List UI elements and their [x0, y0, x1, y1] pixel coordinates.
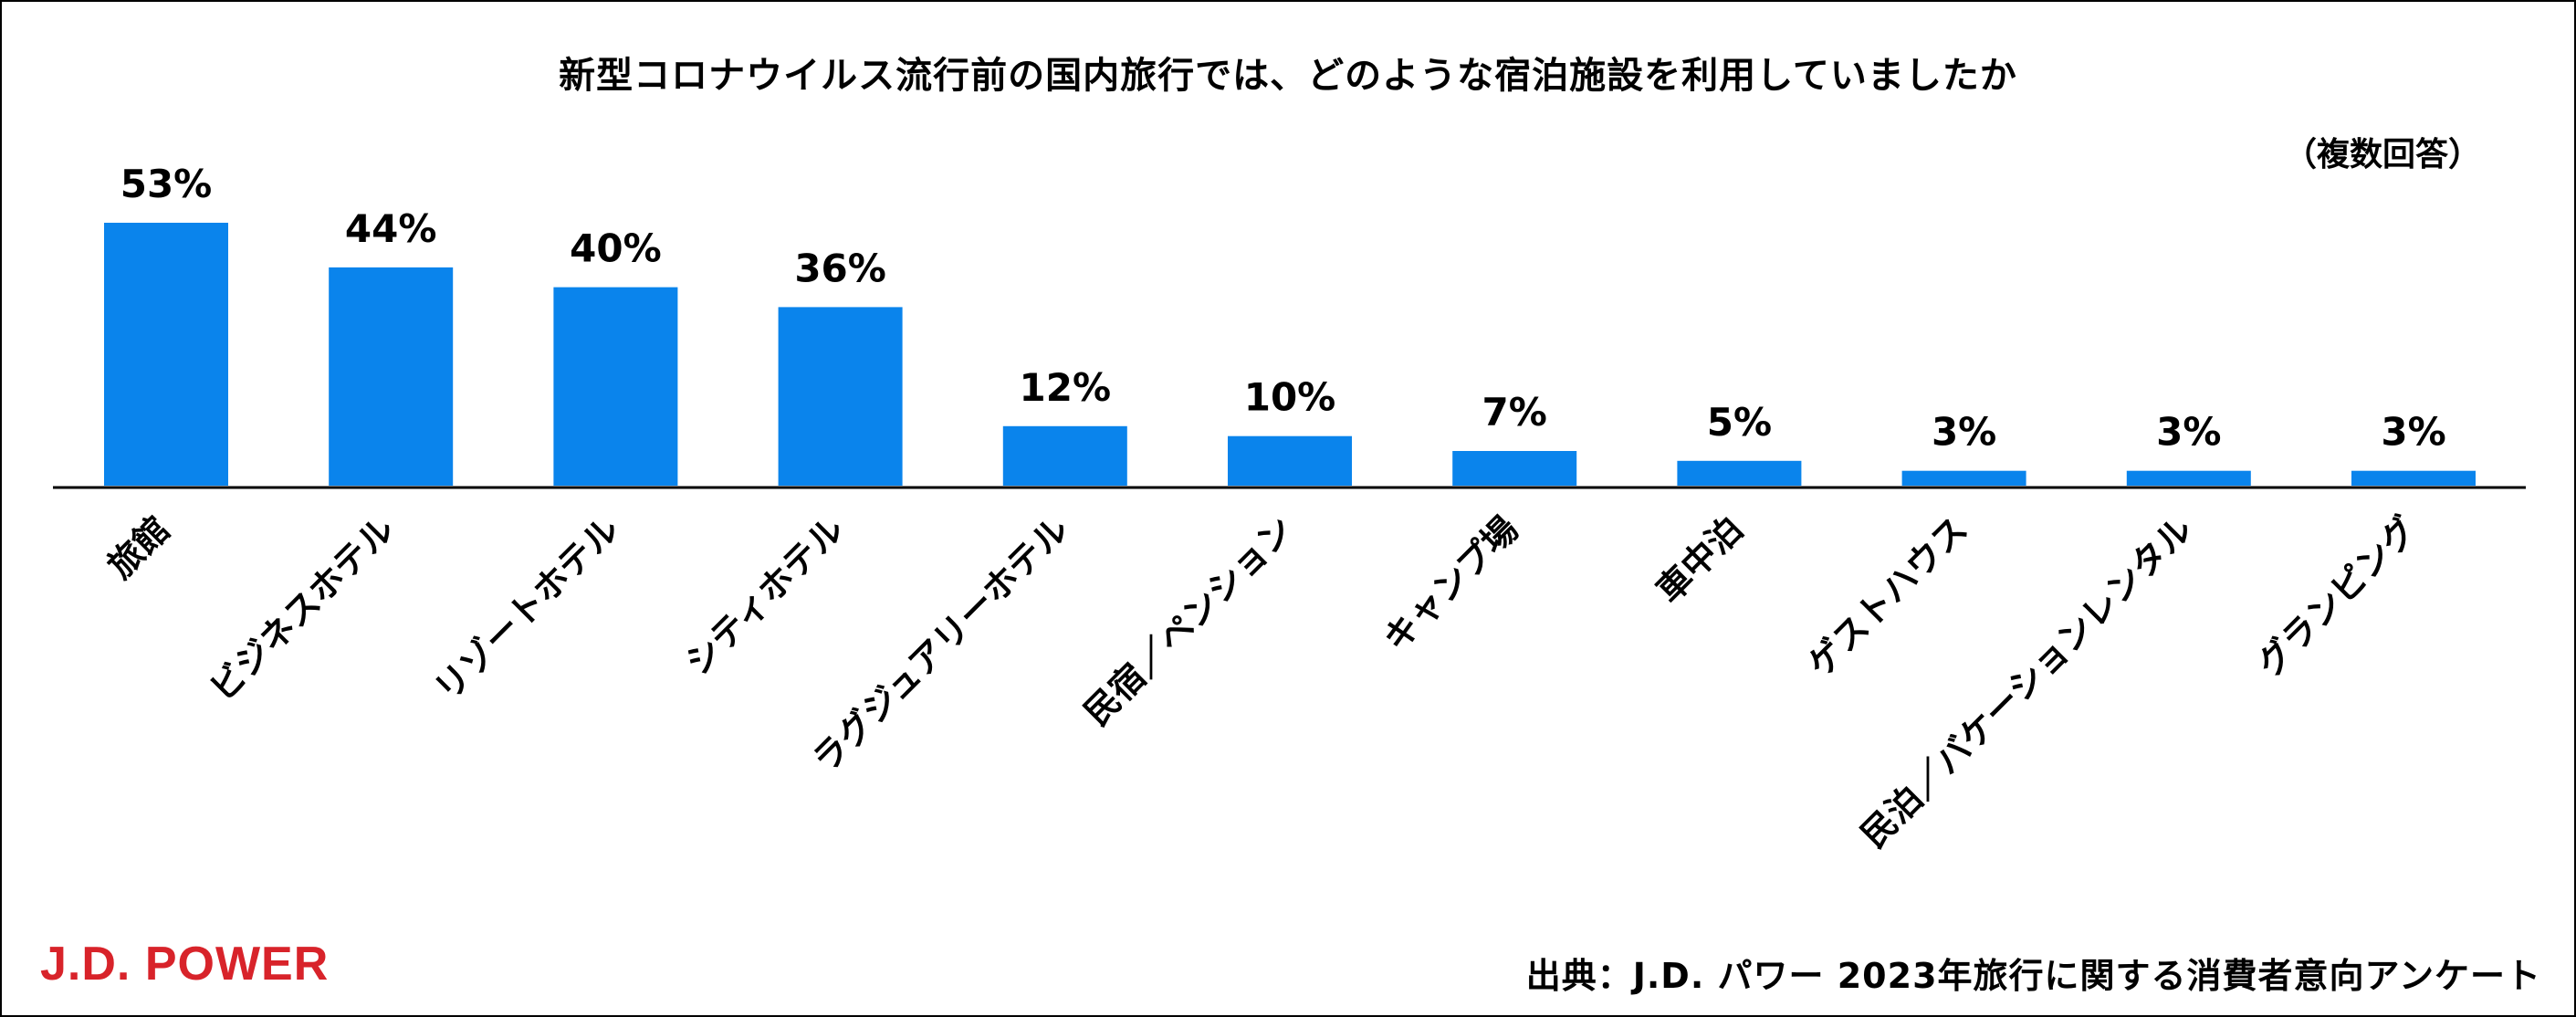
value-labels-layer: 53% 44% 40% 36% 12% 10% 7% 5% 3% 3% 3% [120, 162, 2446, 455]
category-label-2: ビジネスホテル [202, 508, 402, 708]
category-label-8: 車中泊 [1649, 508, 1751, 611]
category-label-11: グランピング [2249, 508, 2424, 684]
bar-2 [329, 267, 454, 486]
value-label-9: 3% [1932, 410, 1996, 455]
value-label-6: 10% [1244, 375, 1336, 420]
value-label-7: 7% [1482, 390, 1547, 435]
source-citation: 出典：J.D. パワー 2023年旅行に関する消費者意向アンケート [1525, 956, 2541, 996]
value-label-8: 5% [1707, 400, 1772, 445]
bar-10 [2126, 470, 2251, 486]
bar-4 [778, 307, 903, 486]
category-label-7: キャンプ場 [1376, 508, 1526, 659]
bars-layer [104, 223, 2476, 486]
bar-3 [553, 287, 678, 486]
bar-8 [1677, 460, 1802, 486]
value-label-10: 3% [2156, 410, 2221, 455]
multiple-answer-note: （複数回答） [2284, 136, 2482, 173]
chart-title: 新型コロナウイルス流行前の国内旅行では、どのような宿泊施設を利用していましたか [559, 55, 2017, 97]
category-label-6: 民宿／ペンション [1076, 508, 1301, 733]
bar-11 [2351, 470, 2476, 486]
bar-7 [1452, 451, 1577, 486]
value-label-2: 44% [345, 206, 437, 251]
category-label-9: ゲストハウス [1800, 508, 1975, 684]
value-label-1: 53% [120, 162, 213, 206]
value-label-11: 3% [2381, 410, 2445, 455]
category-label-3: リゾートホテル [427, 508, 627, 708]
bar-6 [1228, 435, 1352, 486]
value-label-3: 40% [570, 226, 662, 271]
value-label-4: 36% [794, 246, 886, 290]
bar-9 [1901, 470, 2026, 486]
bar-5 [1002, 425, 1127, 486]
category-label-5: ラグジュアリーホテル [805, 508, 1076, 780]
category-label-4: シティホテル [677, 508, 852, 683]
value-label-5: 12% [1020, 365, 1112, 410]
bar-1 [104, 223, 228, 486]
jd-power-logo: J.D. POWER [40, 938, 330, 991]
category-label-1: 旅館 [100, 508, 178, 586]
